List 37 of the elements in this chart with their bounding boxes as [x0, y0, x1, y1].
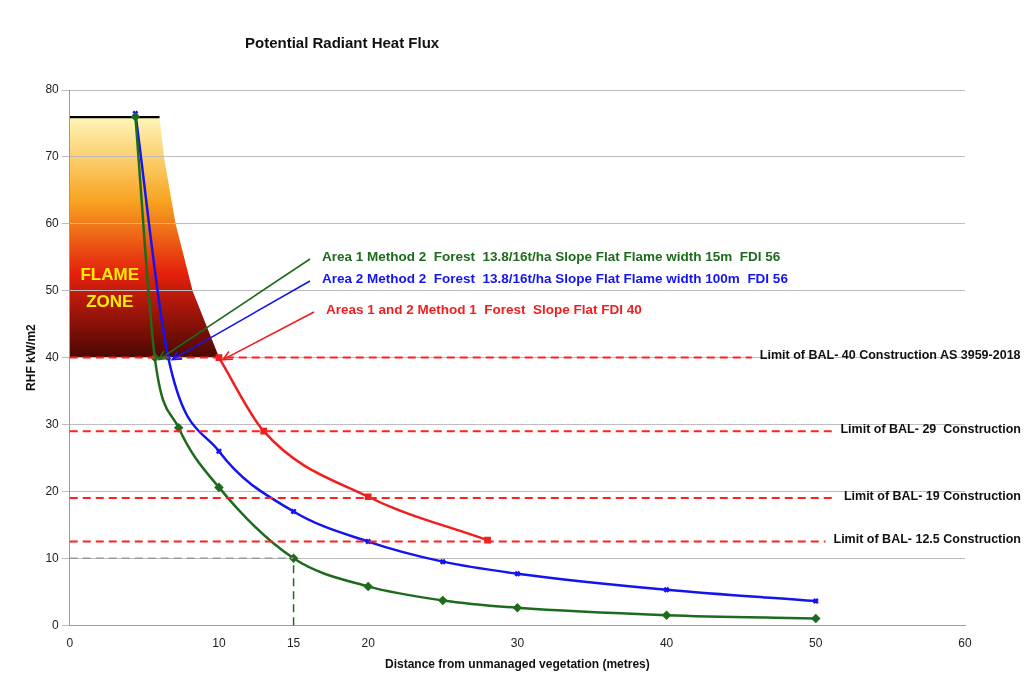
- annotation: FLAME ZONE: [80, 265, 140, 312]
- y-tick-label: 40: [45, 349, 60, 364]
- y-tick-label: 70: [45, 149, 60, 164]
- y-axis-title: RHF kW/m2: [23, 323, 38, 391]
- point: [214, 483, 224, 492]
- ref-line-label: Limit of BAL- 19 Construction: [843, 488, 1021, 503]
- ref-line-label: Limit of BAL- 40 Construction AS 3959-2018: [759, 348, 1021, 363]
- text: Area 2 Method 2 Forest 13.8/16t/ha Slope Flat Flame width 100m FDI 56: [322, 270, 789, 286]
- point: [363, 582, 373, 591]
- x-tick-label: 60: [958, 635, 972, 650]
- x-tick-label: 40: [659, 635, 674, 650]
- y-tick-label: 30: [45, 416, 60, 431]
- x-tick-label: 20: [361, 635, 376, 650]
- point: [513, 603, 522, 613]
- point: [260, 427, 268, 435]
- x-tick-label: 50: [809, 635, 823, 650]
- y-tick-label: 20: [45, 483, 60, 498]
- x-axis-title: Distance from unmanaged vegetation (metres): [385, 657, 650, 672]
- x-tick-label: 15: [286, 635, 301, 650]
- y-tick-label: 80: [45, 82, 60, 97]
- x-tick-label: 30: [510, 635, 525, 650]
- point: [131, 112, 140, 122]
- point: [438, 596, 448, 605]
- y-tick-label: 10: [45, 550, 60, 565]
- ref-line-label: Limit of BAL- 29 Construction: [840, 421, 1022, 436]
- ref-line-label: Limit of BAL- 12.5 Construction: [833, 532, 1021, 547]
- point: [174, 423, 183, 433]
- y-tick-label: 60: [45, 216, 60, 231]
- x-tick-label: 10: [212, 635, 226, 650]
- point: [811, 614, 821, 623]
- x-tick-label: 0: [66, 635, 74, 650]
- chart-title: Potential Radiant Heat Flux: [245, 34, 440, 52]
- text: Areas 1 and 2 Method 1 Forest Slope Flat FDI 40: [326, 301, 642, 317]
- y-tick-label: 0: [52, 617, 60, 632]
- text: Area 1 Method 2 Forest 13.8/16t/ha Slope Flat Flame width 15m FDI 56: [322, 248, 781, 264]
- point: [662, 610, 671, 620]
- y-tick-label: 50: [45, 283, 60, 298]
